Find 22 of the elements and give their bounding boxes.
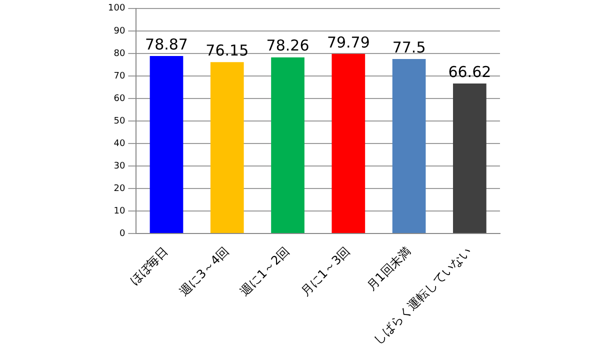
y-tick-label: 80 (114, 48, 126, 59)
data-label: 78.87 (145, 35, 188, 54)
y-tick-label: 20 (114, 184, 126, 194)
x-tick-label: 月に1～3回 (298, 244, 353, 299)
y-tick-label: 10 (114, 206, 126, 216)
y-tick-label: 0 (119, 228, 126, 239)
data-label: 79.79 (326, 33, 370, 52)
x-tick-label: 週に1～2回 (237, 244, 292, 299)
data-label: 66.62 (448, 62, 492, 81)
x-tick-label: 週に3～4回 (176, 244, 232, 299)
x-tick-label: 月1回未満 (364, 244, 414, 294)
data-label: 76.15 (206, 41, 249, 60)
data-label: 77.5 (392, 38, 426, 56)
y-tick-label: 40 (114, 138, 126, 149)
y-tick-label: 30 (114, 161, 126, 172)
x-tick-label: ほぼ毎日 (126, 244, 171, 288)
y-tick-label: 100 (108, 4, 126, 14)
y-tick-label: 60 (114, 94, 126, 104)
y-tick-label: 50 (114, 116, 126, 126)
y-tick-label: 90 (114, 26, 126, 36)
data-label: 78.26 (266, 36, 310, 55)
y-tick-label: 70 (114, 71, 126, 82)
